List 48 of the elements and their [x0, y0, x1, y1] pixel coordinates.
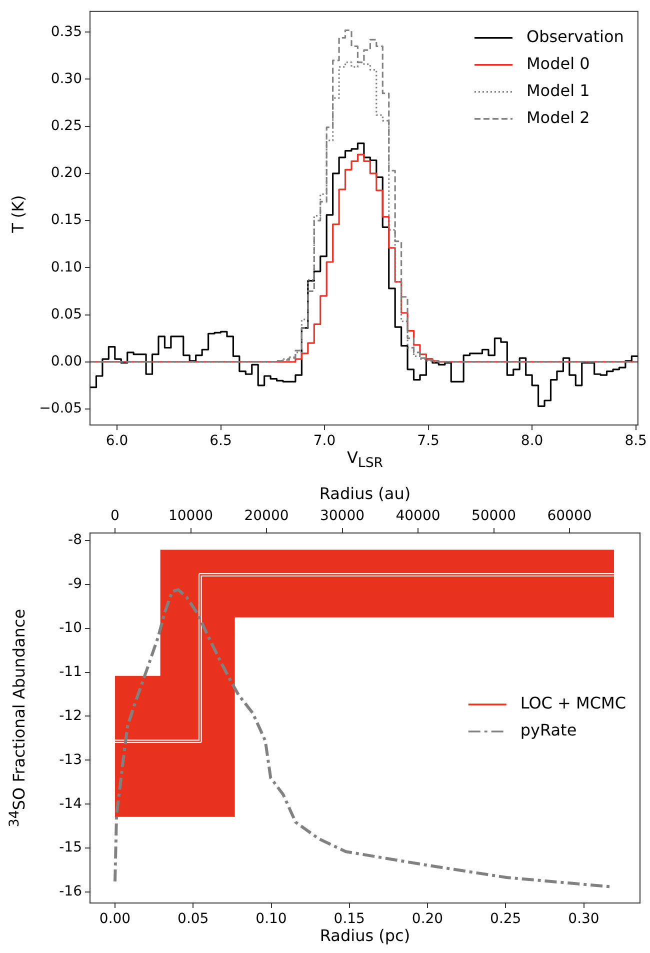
legend-label: Observation: [526, 27, 624, 46]
y-tick-label: 0.25: [50, 118, 82, 134]
x-tick-label: 0.20: [412, 911, 444, 928]
y-tick-label: -16: [59, 884, 82, 900]
x-tick-label: 8.5: [624, 433, 647, 450]
x-axis-title: V$_{LSR}$: [346, 448, 384, 472]
y-tick-label: 0.20: [50, 165, 82, 182]
legend-label: Model 2: [526, 108, 590, 128]
legend-label: pyRate: [520, 720, 577, 740]
x-tick-label: 0.25: [490, 911, 522, 928]
y-tick-label: -11: [59, 664, 82, 680]
x-axis-title: Radius (pc): [318, 926, 412, 945]
y-tick-label: -14: [59, 796, 82, 812]
x-tick-label: 6.5: [210, 433, 232, 450]
x2-tick-label: 60000: [547, 508, 592, 524]
x-tick-label: 0.30: [568, 911, 600, 928]
y-tick-label: -13: [59, 752, 82, 768]
legend-label: Model 1: [526, 81, 590, 100]
x-tick-label: 7.5: [417, 433, 440, 450]
x-tick-label: 8.0: [520, 433, 544, 450]
y-tick-label: -12: [59, 708, 82, 724]
x2-tick-label: 0: [110, 508, 120, 524]
y-axis-title: T (K): [8, 194, 28, 232]
y-tick-label: 0.10: [50, 259, 82, 276]
x2-tick-label: 30000: [320, 508, 365, 524]
y-tick-label: −0.05: [39, 400, 82, 417]
y-tick-label: 0.35: [50, 24, 82, 40]
x-tick-label: 6.0: [106, 433, 128, 450]
x2-tick-label: 40000: [396, 508, 440, 524]
y-tick-label: 0.30: [50, 70, 82, 87]
x-tick-label: 0.15: [334, 911, 365, 928]
y-tick-label: 0.05: [50, 306, 82, 322]
y-tick-label: -8: [68, 532, 82, 548]
x2-tick-label: 10000: [168, 508, 214, 524]
x-tick-label: 0.05: [178, 911, 209, 928]
x2-axis-title: Radius (au): [318, 484, 412, 503]
y-tick-label: 0.15: [50, 212, 82, 228]
y-tick-label: -10: [59, 620, 82, 636]
x-tick-label: 0.00: [99, 911, 131, 928]
x2-tick-label: 50000: [471, 508, 516, 524]
legend-label: Model 0: [526, 54, 590, 74]
y-tick-label: -9: [68, 576, 82, 592]
legend-label: LOC + MCMC: [520, 694, 626, 713]
y-tick-label: -15: [59, 840, 82, 856]
x2-tick-label: 20000: [244, 508, 289, 524]
x-tick-label: 7.0: [313, 433, 336, 450]
y-tick-label: 0.00: [50, 354, 82, 370]
x-tick-label: 0.10: [256, 911, 287, 928]
